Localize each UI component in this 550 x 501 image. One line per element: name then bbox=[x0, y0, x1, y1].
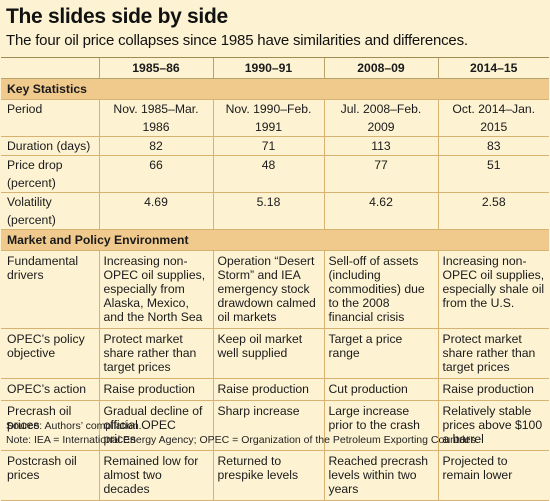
table-row-opec-policy-objective: OPEC’s policy objective Protect market s… bbox=[1, 328, 549, 379]
table-cell: Sharp increase bbox=[212, 400, 324, 451]
table-cell: Gradual decline of official OPEC prices bbox=[98, 400, 213, 451]
row-label: Precrash oil prices bbox=[1, 400, 99, 451]
table-cell: Raise production bbox=[437, 378, 549, 401]
column-header-2008-09: 2008–09 bbox=[323, 57, 438, 79]
table-row-volatility: Volatility (percent) 4.69 5.18 4.62 2.58 bbox=[1, 192, 549, 230]
table-row-precrash-prices: Precrash oil prices Gradual decline of o… bbox=[1, 400, 549, 451]
table-cell: Returned to prespike levels bbox=[212, 450, 324, 501]
table-cell: Target a price range bbox=[323, 328, 438, 379]
table-row-opec-action: OPEC’s action Raise production Raise pro… bbox=[1, 378, 549, 401]
section-label: Key Statistics bbox=[1, 78, 549, 100]
column-header-2014-15: 2014–15 bbox=[437, 57, 549, 79]
figure-subtitle: The four oil price collapses since 1985 … bbox=[6, 32, 468, 49]
table-cell: 71 bbox=[212, 136, 324, 156]
section-header-market-policy: Market and Policy Environment bbox=[1, 229, 549, 251]
table-cell: 4.69 bbox=[98, 192, 213, 230]
table-cell: Remained low for almost two decades bbox=[98, 450, 213, 501]
table-cell: Increasing non-OPEC oil supplies, especi… bbox=[437, 250, 549, 329]
table-cell: 83 bbox=[437, 136, 549, 156]
table-cell: Protect market share rather than target … bbox=[98, 328, 213, 379]
column-header-1985-86: 1985–86 bbox=[98, 57, 213, 79]
table-row-duration: Duration (days) 82 71 113 83 bbox=[1, 136, 549, 156]
section-header-key-statistics: Key Statistics bbox=[1, 78, 549, 100]
table-cell: Raise production bbox=[212, 378, 324, 401]
table-cell: 77 bbox=[323, 155, 438, 193]
table-cell: Jul. 2008–Feb. 2009 bbox=[323, 99, 438, 137]
footnote: Source: Authors’ compilation. Note: IEA … bbox=[6, 419, 479, 447]
table-cell: 113 bbox=[323, 136, 438, 156]
table-cell: Reached precrash levels within two years bbox=[323, 450, 438, 501]
row-label: Price drop (percent) bbox=[1, 155, 99, 193]
table-cell: 5.18 bbox=[212, 192, 324, 230]
table-cell: Projected to remain lower bbox=[437, 450, 549, 501]
table-cell: 48 bbox=[212, 155, 324, 193]
table-cell: Oct. 2014–Jan. 2015 bbox=[437, 99, 549, 137]
row-label: Fundamental drivers bbox=[1, 250, 99, 329]
table-row-period: Period Nov. 1985–Mar. 1986 Nov. 1990–Feb… bbox=[1, 99, 549, 137]
column-header-1990-91: 1990–91 bbox=[212, 57, 324, 79]
table-cell: 2.58 bbox=[437, 192, 549, 230]
table-cell: Cut production bbox=[323, 378, 438, 401]
table-cell: Increasing non-OPEC oil supplies, especi… bbox=[98, 250, 213, 329]
row-label: Period bbox=[1, 99, 99, 137]
table-row-price-drop: Price drop (percent) 66 48 77 51 bbox=[1, 155, 549, 193]
table-cell: Keep oil market well supplied bbox=[212, 328, 324, 379]
table-cell: 4.62 bbox=[323, 192, 438, 230]
table-cell: Operation “Desert Storm” and IEA emergen… bbox=[212, 250, 324, 329]
table-cell: Large increase prior to the crash bbox=[323, 400, 438, 451]
row-label: Postcrash oil prices bbox=[1, 450, 99, 501]
figure-panel: The slides side by side The four oil pri… bbox=[1, 5, 549, 501]
table-cell: 66 bbox=[98, 155, 213, 193]
table-row-postcrash-prices: Postcrash oil prices Remained low for al… bbox=[1, 450, 549, 501]
row-label: Volatility (percent) bbox=[1, 192, 99, 230]
row-label: OPEC’s policy objective bbox=[1, 328, 99, 379]
column-header-row: 1985–86 1990–91 2008–09 2014–15 bbox=[1, 57, 549, 79]
table-cell: Nov. 1985–Mar. 1986 bbox=[98, 99, 213, 137]
figure-title: The slides side by side bbox=[6, 5, 228, 28]
table-cell: Sell-off of assets (including commoditie… bbox=[323, 250, 438, 329]
row-label: Duration (days) bbox=[1, 136, 99, 156]
table-cell: Protect market share rather than target … bbox=[437, 328, 549, 379]
section-label: Market and Policy Environment bbox=[1, 229, 549, 251]
comparison-table: 1985–86 1990–91 2008–09 2014–15 Key Stat… bbox=[1, 57, 549, 501]
table-cell: Raise production bbox=[98, 378, 213, 401]
table-cell: Nov. 1990–Feb. 1991 bbox=[212, 99, 324, 137]
table-cell: 82 bbox=[98, 136, 213, 156]
row-label: OPEC’s action bbox=[1, 378, 99, 401]
table-cell: Relatively stable prices above $100 a ba… bbox=[437, 400, 549, 451]
column-header-blank bbox=[1, 57, 99, 79]
table-row-fundamental-drivers: Fundamental drivers Increasing non-OPEC … bbox=[1, 250, 549, 329]
table-cell: 51 bbox=[437, 155, 549, 193]
abbreviation-note: Note: IEA = International Energy Agency;… bbox=[6, 434, 479, 446]
source-note: Source: Authors’ compilation. bbox=[6, 420, 142, 432]
